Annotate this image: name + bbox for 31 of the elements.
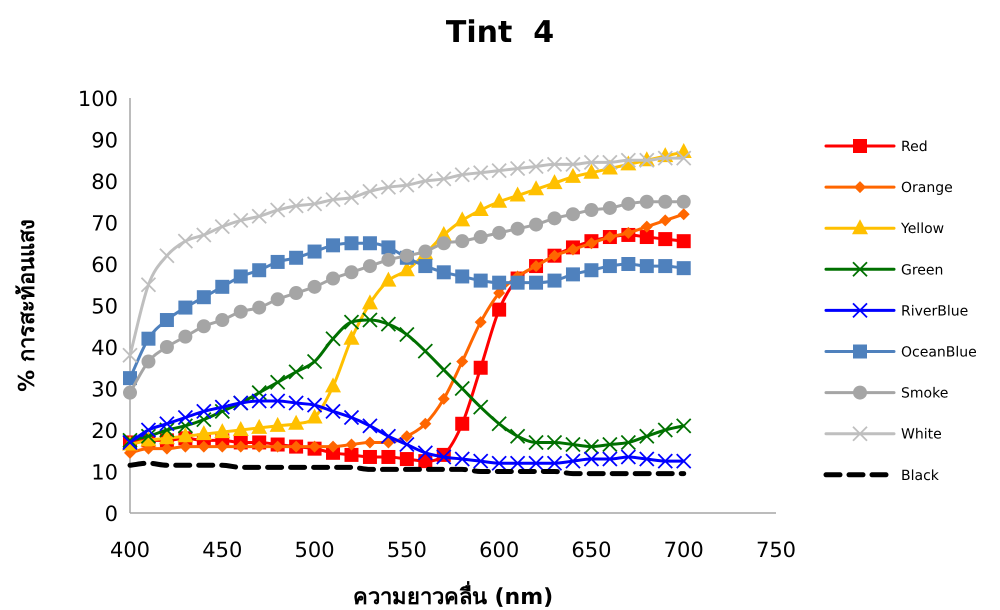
- x-tick-label: 750: [756, 538, 796, 562]
- x-tick-label: 500: [294, 538, 335, 562]
- y-tick-label: 30: [91, 378, 118, 402]
- y-axis-title: % การสะท้อนแสง: [15, 219, 40, 392]
- y-tick-label: 20: [91, 419, 118, 443]
- y-tick-label: 90: [91, 128, 118, 152]
- chart-title: Tint 4: [446, 15, 554, 50]
- y-tick-label: 10: [91, 460, 118, 484]
- legend-label: Green: [901, 262, 944, 278]
- x-tick-label: 550: [386, 538, 427, 562]
- y-tick-label: 100: [78, 87, 118, 111]
- x-axis-title: ความยาวคลื่น (nm): [352, 580, 554, 610]
- x-tick-label: 450: [202, 538, 242, 562]
- x-tick-label: 400: [110, 538, 150, 562]
- x-tick-label: 650: [571, 538, 612, 562]
- y-tick-label: 60: [91, 253, 118, 277]
- y-tick-label: 70: [91, 212, 118, 236]
- y-tick-label: 80: [91, 170, 118, 194]
- legend-label: OceanBlue: [901, 344, 977, 360]
- legend-label: RiverBlue: [901, 303, 968, 320]
- x-tick-label: 600: [479, 538, 520, 562]
- y-tick-label: 0: [104, 502, 118, 526]
- legend-label: Orange: [901, 180, 953, 196]
- legend-label: Smoke: [901, 386, 948, 402]
- x-tick-label: 700: [664, 538, 704, 562]
- legend-label: Black: [901, 468, 940, 484]
- y-tick-label: 50: [91, 294, 118, 318]
- legend-label: Yellow: [900, 221, 944, 238]
- legend-label: Red: [901, 139, 928, 155]
- legend-label: White: [901, 426, 942, 443]
- y-tick-label: 40: [91, 336, 118, 360]
